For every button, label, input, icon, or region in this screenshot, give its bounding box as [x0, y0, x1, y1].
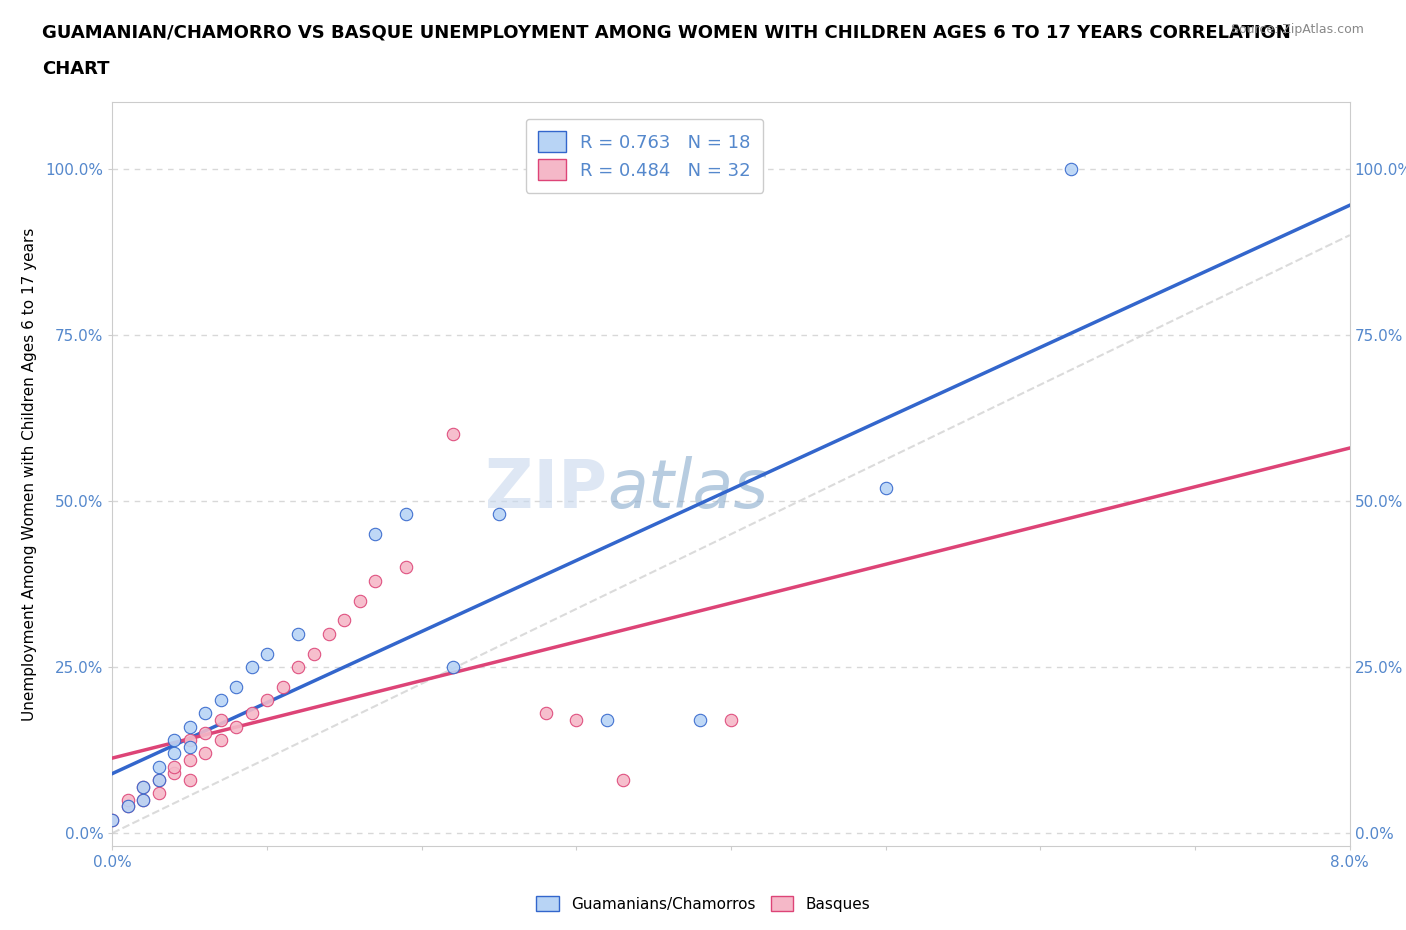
- Point: [132, 779, 155, 794]
- Point: [117, 792, 139, 807]
- Point: [148, 759, 170, 774]
- Point: [179, 739, 201, 754]
- Point: [179, 752, 201, 767]
- Point: [287, 626, 309, 641]
- Text: atlas: atlas: [607, 457, 769, 522]
- Point: [256, 693, 278, 708]
- Point: [132, 792, 155, 807]
- Point: [287, 659, 309, 674]
- Point: [194, 726, 217, 741]
- Point: [101, 812, 124, 827]
- Point: [441, 427, 464, 442]
- Point: [565, 712, 588, 727]
- Point: [1060, 161, 1083, 176]
- Point: [349, 593, 371, 608]
- Point: [596, 712, 619, 727]
- Text: Source: ZipAtlas.com: Source: ZipAtlas.com: [1230, 23, 1364, 36]
- Legend: Guamanians/Chamorros, Basques: Guamanians/Chamorros, Basques: [530, 889, 876, 918]
- Point: [225, 719, 247, 734]
- Point: [209, 712, 232, 727]
- Point: [395, 560, 418, 575]
- Point: [333, 613, 356, 628]
- Point: [101, 812, 124, 827]
- Point: [364, 573, 387, 588]
- Point: [148, 773, 170, 788]
- Point: [163, 759, 186, 774]
- Point: [179, 733, 201, 748]
- Point: [256, 646, 278, 661]
- Point: [689, 712, 711, 727]
- Text: CHART: CHART: [42, 60, 110, 78]
- Point: [395, 507, 418, 522]
- Point: [240, 659, 263, 674]
- Point: [132, 779, 155, 794]
- Point: [194, 706, 217, 721]
- Point: [194, 746, 217, 761]
- Point: [720, 712, 742, 727]
- Point: [148, 786, 170, 801]
- Point: [179, 773, 201, 788]
- Point: [117, 799, 139, 814]
- Text: ZIP: ZIP: [485, 457, 607, 522]
- Point: [163, 765, 186, 780]
- Point: [132, 792, 155, 807]
- Point: [364, 526, 387, 541]
- Point: [179, 719, 201, 734]
- Text: GUAMANIAN/CHAMORRO VS BASQUE UNEMPLOYMENT AMONG WOMEN WITH CHILDREN AGES 6 TO 17: GUAMANIAN/CHAMORRO VS BASQUE UNEMPLOYMEN…: [42, 23, 1291, 41]
- Point: [148, 773, 170, 788]
- Point: [209, 693, 232, 708]
- Point: [488, 507, 510, 522]
- Point: [271, 680, 294, 695]
- Point: [163, 746, 186, 761]
- Point: [163, 733, 186, 748]
- Point: [875, 480, 897, 495]
- Point: [441, 659, 464, 674]
- Point: [534, 706, 557, 721]
- Point: [209, 733, 232, 748]
- Point: [318, 626, 340, 641]
- Point: [117, 799, 139, 814]
- Point: [302, 646, 325, 661]
- Legend: R = 0.763   N = 18, R = 0.484   N = 32: R = 0.763 N = 18, R = 0.484 N = 32: [526, 119, 763, 193]
- Point: [240, 706, 263, 721]
- Point: [225, 680, 247, 695]
- Point: [612, 773, 634, 788]
- Y-axis label: Unemployment Among Women with Children Ages 6 to 17 years: Unemployment Among Women with Children A…: [22, 228, 37, 721]
